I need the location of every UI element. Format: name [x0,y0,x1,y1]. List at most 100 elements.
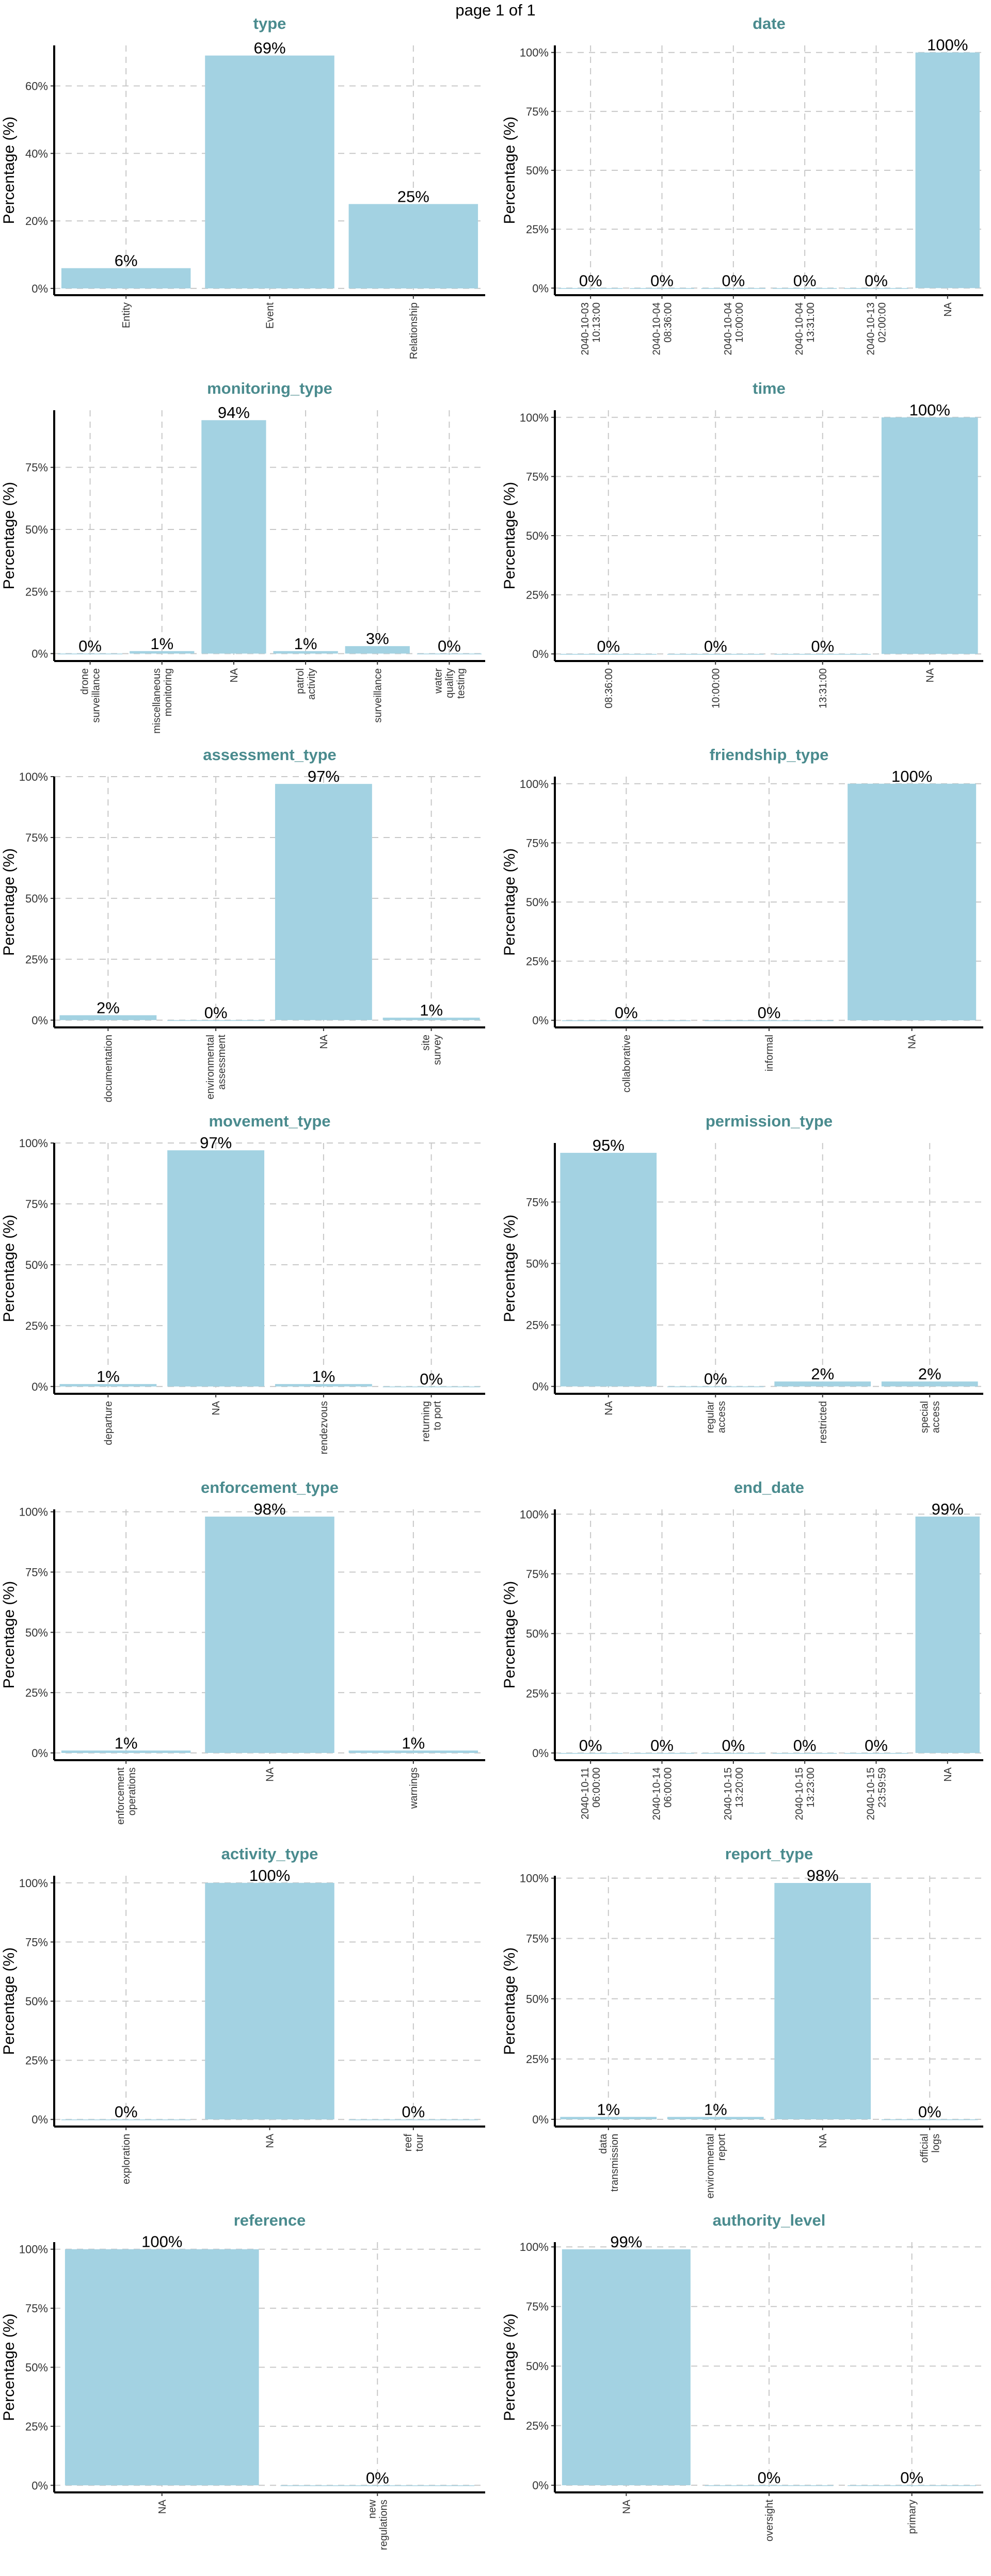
bar-movement_type-2 [275,1384,372,1387]
bar-friendship_type-2 [848,783,977,1021]
y-tick-label: 75% [25,1566,48,1579]
y-tick-label: 50% [25,2361,48,2374]
y-tick-label: 100% [520,1508,549,1521]
x-tick-label: 2040-10-1513:23:00 [794,1767,817,1820]
chart-panel-enforcement_type: enforcement_type Percentage (%) 0% 25% 50% 75… [1,1478,485,1825]
chart-panel-type: type Percentage (%) 0% 20% 40% 60% 6% 69% 25% Ent… [1,14,485,359]
bar-end_date-0 [558,1753,623,1754]
bar-movement_type-0 [59,1384,157,1387]
chart-panel-assessment_type: assessment_type Percentage (%) 0% 25% 50% 75%… [1,746,485,1102]
x-tick-label: 10:00:00 [710,668,722,709]
x-tick-label-line: 2040-10-03 [580,302,591,355]
data-label: 1% [312,1367,335,1386]
x-tick-label-line: 2040-10-15 [866,1767,877,1820]
x-tick-label: NA [942,302,954,316]
y-axis-label: Percentage (%) [501,117,518,224]
y-tick-label: 100% [520,778,549,791]
data-label: 3% [366,630,389,648]
x-tick-label-line: NA [265,2133,276,2148]
bar-date-2 [701,288,766,289]
bar-monitoring_type-3 [273,651,338,654]
y-tick-label: 50% [526,1992,549,2005]
x-tick-label-line: NA [942,1767,954,1781]
x-tick-label: restricted [818,1401,829,1443]
x-tick-label-line: to port [432,1401,443,1430]
x-tick-label-line: exploration [121,2134,132,2184]
y-axis-label: Percentage (%) [501,1947,518,2055]
x-tick-label-line: regular [705,1401,716,1434]
x-tick-label-line: collaborative [621,1035,632,1092]
y-tick-label: 50% [25,1626,48,1639]
y-tick-label: 50% [526,529,549,542]
y-axis-label: Percentage (%) [1,117,18,224]
data-label: 1% [97,1367,120,1386]
bar-activity_type-2 [348,2119,478,2120]
bar-time-0 [560,654,657,655]
data-label: 6% [115,252,138,270]
y-tick-label: 75% [25,1936,48,1949]
y-tick-label: 100% [19,1137,48,1150]
x-tick-label: Event [265,302,276,329]
x-tick-label-line: NA [621,2499,632,2514]
data-label: 0% [650,271,674,289]
x-tick-label-line: 13:31:00 [805,302,817,343]
x-tick-label-line: logs [930,2134,941,2153]
chart-title: report_type [725,1845,813,1863]
chart-title: authority_level [713,2211,826,2229]
data-label: 99% [610,2233,642,2251]
bar-permission_type-2 [774,1381,871,1387]
x-tick-label-line: surveillance [91,668,102,723]
data-label: 0% [865,271,888,289]
x-tick-label-line: NA [603,1400,615,1415]
y-tick-label: 50% [526,164,549,177]
chart-title: enforcement_type [201,1478,339,1496]
x-tick-label-line: 10:13:00 [591,302,602,343]
x-tick-label-line: NA [907,1034,918,1049]
x-tick-label: 2040-10-0410:00:00 [723,302,745,355]
x-tick-label: informal [764,1035,775,1071]
y-tick-label: 75% [526,1568,549,1581]
data-label: 0% [900,2469,923,2487]
x-tick-label: NA [265,1767,276,1781]
x-tick-label: NA [621,2499,632,2514]
y-tick-label: 100% [19,2243,48,2256]
x-tick-label: NA [318,1034,330,1049]
data-label: 99% [932,1500,964,1518]
x-tick-label-line: NA [942,302,954,316]
chart-title: friendship_type [710,746,829,764]
y-tick-label: 75% [25,1198,48,1211]
x-tick-label: waterqualitytesting [433,668,467,699]
bar-date-4 [844,288,908,289]
y-axis-label: Percentage (%) [501,1215,518,1322]
data-label: 0% [204,1004,228,1022]
data-label: 2% [918,1365,941,1383]
x-tick-label-line: 2040-10-15 [723,1767,734,1820]
bar-monitoring_type-2 [201,420,266,654]
chart-title: date [753,14,786,33]
x-tick-label-line: 13:20:00 [734,1767,745,1808]
x-tick-label: Relationship [408,302,420,359]
x-tick-label: 2040-10-1302:00:00 [866,302,888,355]
x-tick-label-line: 06:00:00 [591,1767,602,1808]
y-tick-label: 60% [25,79,48,92]
data-label: 1% [115,1734,138,1752]
y-tick-label: 25% [526,2053,549,2066]
y-tick-label: 75% [25,2302,48,2315]
chart-title: reference [234,2211,306,2229]
x-tick-label-line: primary [907,2500,918,2534]
y-axis-label: Percentage (%) [501,2313,518,2421]
y-axis-label: Percentage (%) [1,482,18,589]
data-label: 0% [78,637,102,655]
x-tick-label-line: documentation [103,1035,114,1102]
y-axis-label: Percentage (%) [501,1581,518,1688]
bar-activity_type-1 [205,1882,334,2120]
x-tick-label: officiallogs [919,2134,941,2163]
x-tick-label-line: official [919,2134,930,2163]
page-indicator: page 1 of 1 [455,1,536,19]
y-axis-label: Percentage (%) [501,482,518,589]
x-tick-label-line: informal [764,1035,775,1071]
y-tick-label: 0% [532,1380,549,1393]
data-label: 69% [253,39,285,57]
y-tick-label: 100% [520,2241,549,2253]
x-tick-label: surveillance [372,668,383,723]
